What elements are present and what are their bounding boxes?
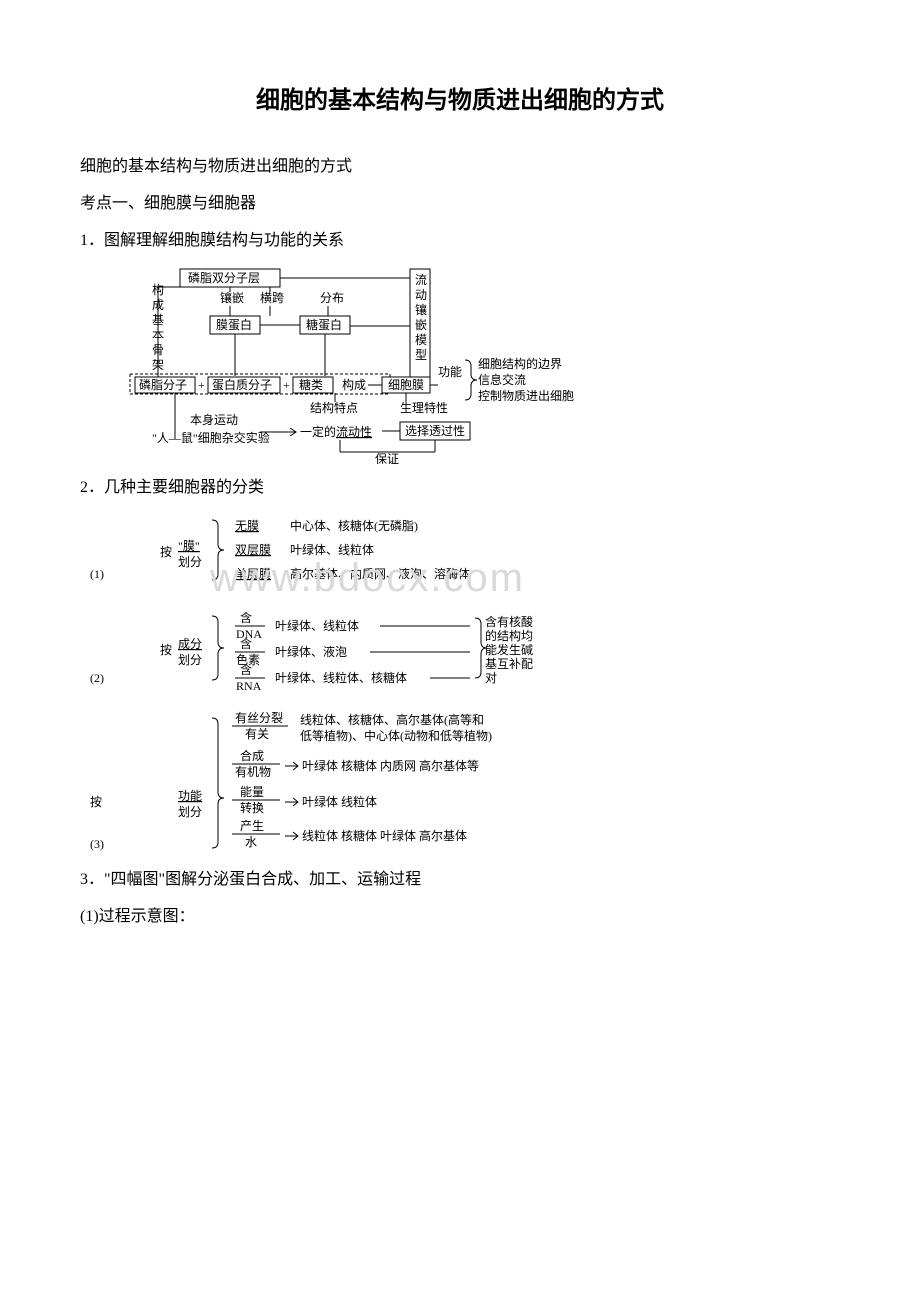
svg-text:划分: 划分 xyxy=(178,805,202,819)
svg-text:叶绿体、线粒体: 叶绿体、线粒体 xyxy=(275,618,359,633)
svg-text:控制物质进出细胞: 控制物质进出细胞 xyxy=(478,389,574,403)
svg-text:蛋白质分子: 蛋白质分子 xyxy=(212,377,272,392)
section-3-1: (1)过程示意图： xyxy=(80,903,840,932)
svg-text:有丝分裂: 有丝分裂 xyxy=(235,711,283,725)
svg-text:含: 含 xyxy=(240,636,252,651)
svg-text:能发生碱: 能发生碱 xyxy=(485,642,533,657)
svg-text:镶嵌: 镶嵌 xyxy=(220,290,244,305)
svg-text:叶绿体、液泡: 叶绿体、液泡 xyxy=(275,644,347,659)
subtitle-line: 细胞的基本结构与物质进出细胞的方式 xyxy=(80,153,840,182)
svg-text:无膜: 无膜 xyxy=(235,519,259,533)
svg-text:叶绿体、线粒体、核糖体: 叶绿体、线粒体、核糖体 xyxy=(275,670,407,685)
svg-text:含: 含 xyxy=(240,662,252,677)
svg-text:+: + xyxy=(198,378,205,392)
svg-text:镶: 镶 xyxy=(415,302,427,317)
keypoint-1: 考点一、细胞膜与细胞器 xyxy=(80,190,840,219)
svg-text:动: 动 xyxy=(415,288,427,302)
svg-text:分布: 分布 xyxy=(320,291,344,305)
svg-text:合成: 合成 xyxy=(240,748,264,763)
svg-text:糖类: 糖类 xyxy=(299,377,323,392)
svg-text:生理特性: 生理特性 xyxy=(400,400,448,415)
svg-text:细胞结构的边界: 细胞结构的边界 xyxy=(478,356,562,371)
svg-text:"人—鼠"细胞杂交实验: "人—鼠"细胞杂交实验 xyxy=(152,430,270,445)
svg-text:磷脂双分子层: 磷脂双分子层 xyxy=(188,270,260,285)
svg-text:按: 按 xyxy=(90,795,102,809)
svg-text:有机物: 有机物 xyxy=(235,765,271,779)
svg-text:叶绿体 核糖体 内质网 高尔基体等: 叶绿体 核糖体 内质网 高尔基体等 xyxy=(302,758,479,773)
svg-text:RNA: RNA xyxy=(236,679,262,693)
svg-text:本身运动: 本身运动 xyxy=(190,412,238,427)
svg-text:嵌: 嵌 xyxy=(415,318,427,332)
svg-text:叶绿体 线粒体: 叶绿体 线粒体 xyxy=(302,794,377,809)
svg-text:产生: 产生 xyxy=(240,819,264,833)
svg-text:功能: 功能 xyxy=(178,789,202,803)
svg-text:结构特点: 结构特点 xyxy=(310,400,358,415)
svg-text:细胞膜: 细胞膜 xyxy=(388,378,424,392)
svg-text:(1): (1) xyxy=(90,567,104,581)
svg-text:模: 模 xyxy=(415,333,427,347)
svg-text:按: 按 xyxy=(160,643,172,657)
svg-text:(3): (3) xyxy=(90,837,104,851)
section-3: 3．"四幅图"图解分泌蛋白合成、加工、运输过程 xyxy=(80,866,840,895)
section-2: 2．几种主要细胞器的分类 xyxy=(80,474,840,503)
section-1: 1．图解理解细胞膜结构与功能的关系 xyxy=(80,227,840,256)
svg-text:磷脂分子: 磷脂分子 xyxy=(139,377,187,392)
svg-text:成分: 成分 xyxy=(178,637,202,651)
svg-text:糖蛋白: 糖蛋白 xyxy=(306,317,342,332)
svg-text:"膜": "膜" xyxy=(178,539,200,553)
svg-text:的结构均: 的结构均 xyxy=(485,628,533,643)
svg-text:高尔基体、内质网、液泡、溶酶体: 高尔基体、内质网、液泡、溶酶体 xyxy=(290,566,470,581)
diagram-2-1: (1) 按 "膜" 划分 无膜 中心体、核糖体(无磷脂) 双层膜 叶绿体、线粒体… xyxy=(90,510,650,590)
svg-text:含: 含 xyxy=(240,610,252,625)
diagram-2-2: (2) 按 成分 划分 含 DNA 叶绿体、线粒体 含 色素 叶绿体、液泡 含 … xyxy=(90,604,710,694)
svg-text:流: 流 xyxy=(415,273,427,287)
svg-text:保证: 保证 xyxy=(375,452,399,464)
svg-text:双层膜: 双层膜 xyxy=(235,543,271,557)
svg-text:构成: 构成 xyxy=(342,377,366,392)
svg-text:对: 对 xyxy=(485,671,497,685)
svg-text:信息交流: 信息交流 xyxy=(478,372,526,387)
svg-text:线粒体 核糖体 叶绿体 高尔基体: 线粒体 核糖体 叶绿体 高尔基体 xyxy=(302,828,467,843)
svg-text:低等植物)、中心体(动物和低等植物): 低等植物)、中心体(动物和低等植物) xyxy=(300,728,492,743)
svg-text:划分: 划分 xyxy=(178,555,202,569)
diagram-2-3: (3) 按 功能 划分 有丝分裂 有关 线粒体、核糖体、高尔基体(高等和 低等植… xyxy=(90,708,710,858)
diagram-1-membrane-structure: 磷脂双分子层 流动镶 嵌模型 构成基 本骨架 镶嵌 横跨 分布 膜蛋白 糖蛋白 … xyxy=(90,264,610,464)
svg-text:按: 按 xyxy=(160,545,172,559)
svg-text:+: + xyxy=(283,378,290,392)
svg-text:一定的流动性: 一定的流动性 xyxy=(300,424,372,439)
svg-text:选择透过性: 选择透过性 xyxy=(405,424,465,438)
svg-text:中心体、核糖体(无磷脂): 中心体、核糖体(无磷脂) xyxy=(290,518,418,533)
svg-text:转换: 转换 xyxy=(240,800,264,815)
svg-text:功能: 功能 xyxy=(438,365,462,379)
svg-text:水: 水 xyxy=(245,835,257,849)
svg-text:含有核酸: 含有核酸 xyxy=(485,614,533,629)
svg-text:叶绿体、线粒体: 叶绿体、线粒体 xyxy=(290,542,374,557)
page-title: 细胞的基本结构与物质进出细胞的方式 xyxy=(80,80,840,123)
svg-text:膜蛋白: 膜蛋白 xyxy=(216,317,252,332)
svg-text:型: 型 xyxy=(415,348,427,362)
svg-text:线粒体、核糖体、高尔基体(高等和: 线粒体、核糖体、高尔基体(高等和 xyxy=(300,712,484,727)
svg-text:横跨: 横跨 xyxy=(260,291,284,305)
svg-text:单层膜: 单层膜 xyxy=(235,567,271,581)
svg-text:能量: 能量 xyxy=(240,785,264,799)
svg-text:划分: 划分 xyxy=(178,653,202,667)
svg-text:有关: 有关 xyxy=(245,727,269,741)
svg-text:(2): (2) xyxy=(90,671,104,685)
svg-text:基互补配: 基互补配 xyxy=(485,657,533,671)
